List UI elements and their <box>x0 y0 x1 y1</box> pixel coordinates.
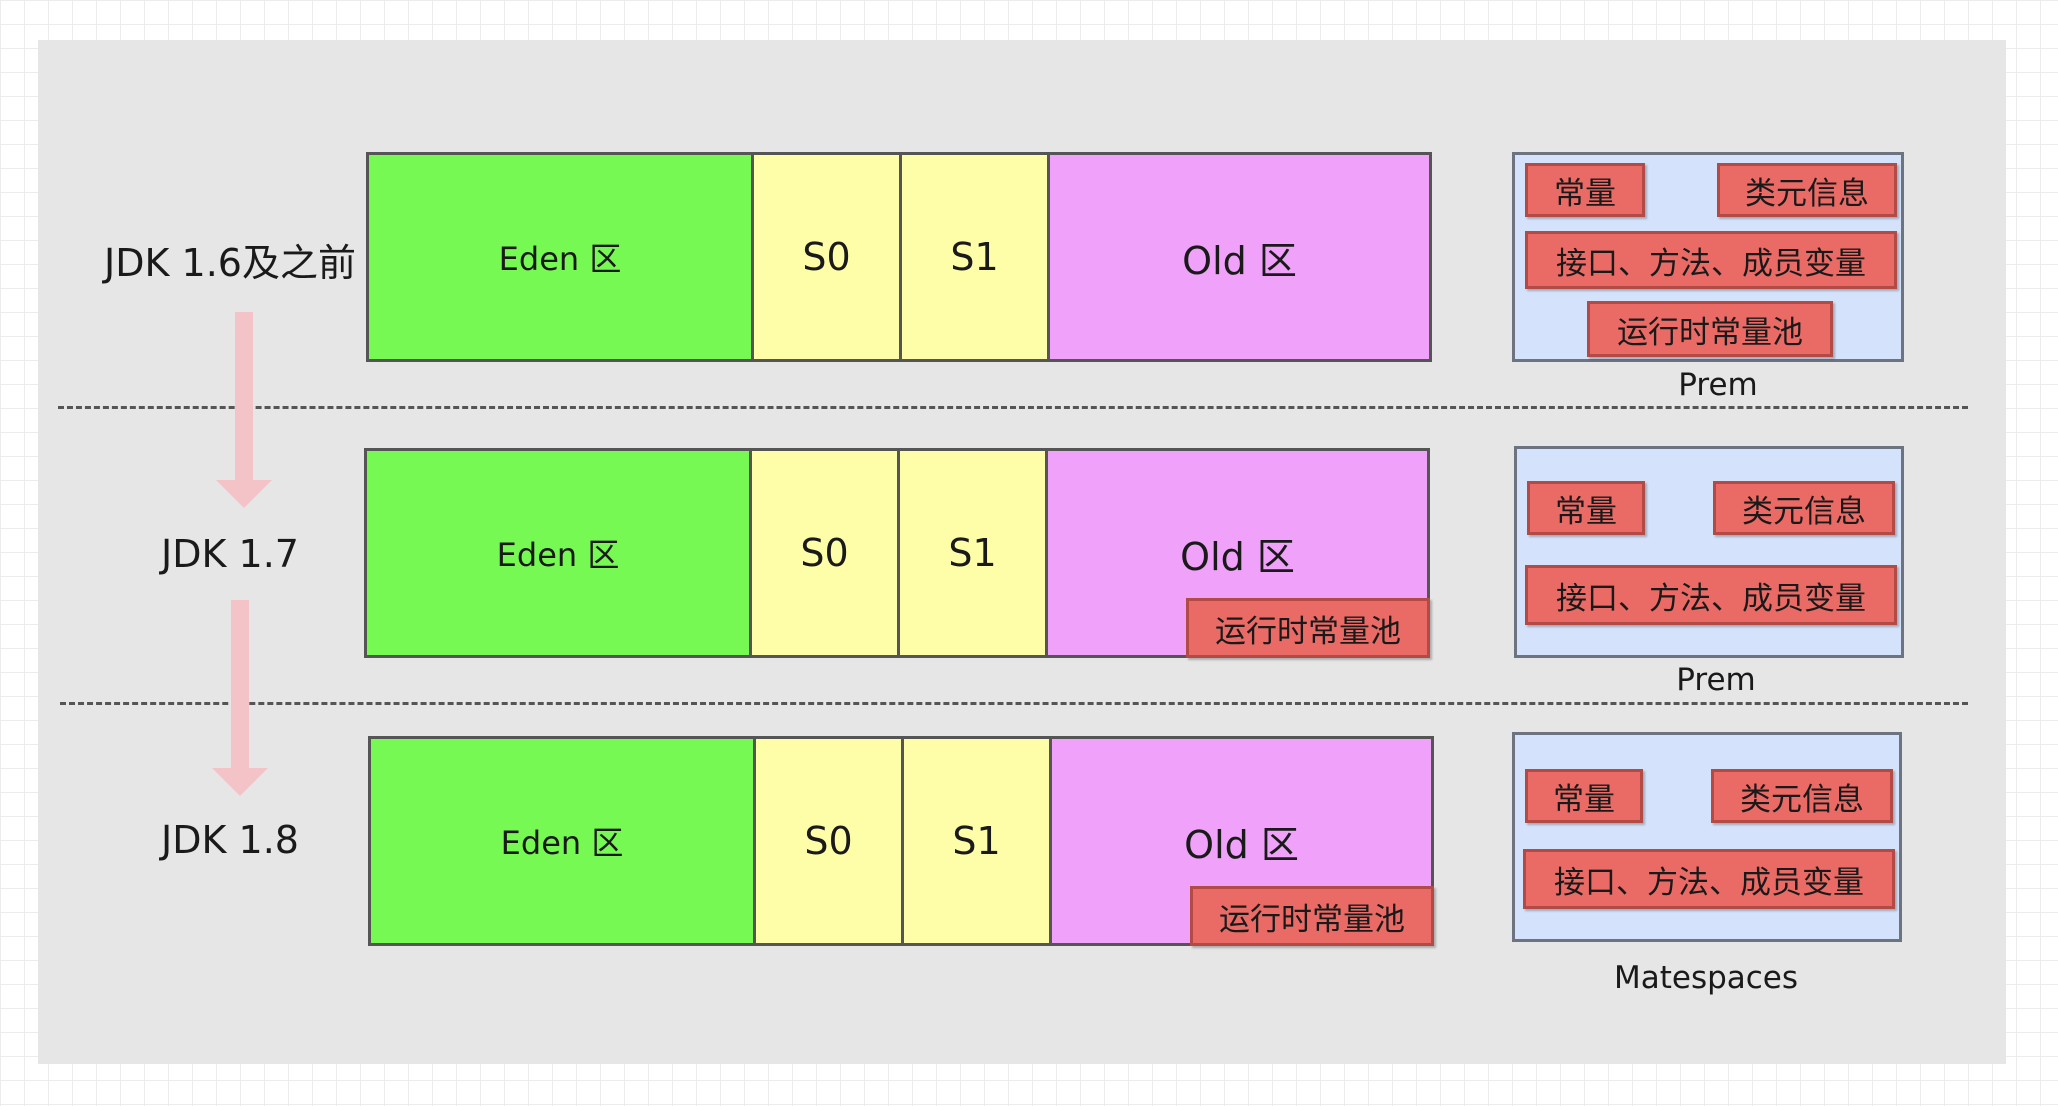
survivor-s0: S0 <box>752 451 900 655</box>
prem-space-jdk17: 常量 类元信息 接口、方法、成员变量 <box>1514 446 1904 658</box>
heap-jdk16: Eden 区 S0 S1 Old 区 <box>366 152 1432 362</box>
old-runtime-pool: 运行时常量池 <box>1186 598 1430 658</box>
space-item-constants: 常量 <box>1527 481 1645 535</box>
survivor-s1: S1 <box>902 155 1050 359</box>
survivor-s1: S1 <box>904 739 1052 943</box>
space-item-constants: 常量 <box>1525 163 1645 217</box>
eden-region: Eden 区 <box>371 739 756 943</box>
space-item-interfaces: 接口、方法、成员变量 <box>1525 565 1897 625</box>
metaspace-jdk18: 常量 类元信息 接口、方法、成员变量 <box>1512 732 1902 942</box>
space-item-class-meta: 类元信息 <box>1713 481 1895 535</box>
space-item-runtime-pool: 运行时常量池 <box>1587 301 1833 357</box>
old-region-label: Old 区 <box>1180 534 1295 579</box>
space-label-jdk18: Matespaces <box>1613 960 1799 996</box>
old-runtime-pool: 运行时常量池 <box>1190 886 1434 946</box>
space-item-interfaces: 接口、方法、成员变量 <box>1525 231 1897 289</box>
space-item-constants: 常量 <box>1525 769 1643 823</box>
old-region: Old 区 <box>1050 155 1429 359</box>
survivor-s0: S0 <box>756 739 904 943</box>
space-item-interfaces: 接口、方法、成员变量 <box>1523 849 1895 909</box>
old-region: Old 区 运行时常量池 <box>1052 739 1434 946</box>
heap-jdk18: Eden 区 S0 S1 Old 区 运行时常量池 <box>368 736 1434 946</box>
space-label-jdk17: Prem <box>1676 662 1756 698</box>
eden-region: Eden 区 <box>369 155 754 359</box>
survivor-s0: S0 <box>754 155 902 359</box>
transition-arrow-1 <box>216 312 272 508</box>
heap-jdk17: Eden 区 S0 S1 Old 区 运行时常量池 <box>364 448 1430 658</box>
eden-region: Eden 区 <box>367 451 752 655</box>
old-region: Old 区 运行时常量池 <box>1048 451 1430 658</box>
survivor-s1: S1 <box>900 451 1048 655</box>
row-label-jdk18: JDK 1.8 <box>161 818 299 862</box>
separator-1 <box>58 406 1968 409</box>
row-label-jdk17: JDK 1.7 <box>161 532 299 576</box>
space-label-jdk16: Prem <box>1678 367 1758 403</box>
space-item-class-meta: 类元信息 <box>1717 163 1897 217</box>
row-label-jdk16: JDK 1.6及之前 <box>104 241 356 285</box>
prem-space-jdk16: 常量 类元信息 接口、方法、成员变量 运行时常量池 <box>1512 152 1904 362</box>
separator-2 <box>60 702 1968 705</box>
space-item-class-meta: 类元信息 <box>1711 769 1893 823</box>
old-region-label: Old 区 <box>1184 822 1299 867</box>
transition-arrow-2 <box>212 600 268 796</box>
